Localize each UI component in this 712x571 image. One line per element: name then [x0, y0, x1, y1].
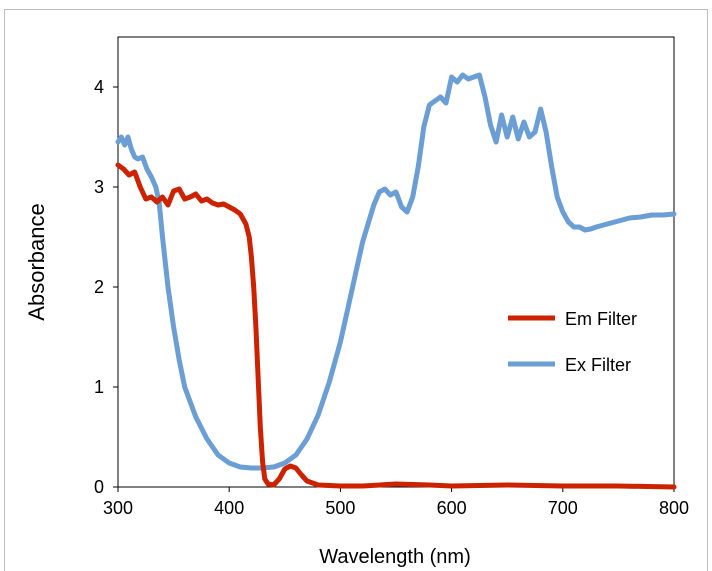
x-tick-label: 300 — [103, 498, 133, 518]
x-tick-label: 500 — [325, 498, 355, 518]
y-tick-label: 0 — [94, 477, 104, 497]
legend-label-em-filter: Em Filter — [565, 309, 637, 329]
series-line-ex-filter — [115, 72, 677, 471]
y-axis-title: Absorbance — [24, 203, 49, 320]
legend: Em Filter Ex Filter — [508, 309, 637, 375]
series-lines — [115, 72, 677, 490]
plot-border — [117, 36, 675, 488]
y-tick-label: 1 — [94, 377, 104, 397]
legend-label-ex-filter: Ex Filter — [565, 355, 631, 375]
series-line-em-filter — [115, 162, 677, 490]
y-axis-ticks: 0 1 2 3 4 — [94, 77, 118, 497]
x-axis-ticks: 300 400 500 600 700 800 — [103, 487, 689, 518]
y-tick-label: 3 — [94, 177, 104, 197]
x-axis-title: Wavelength (nm) — [319, 546, 471, 568]
y-tick-label: 4 — [94, 77, 104, 97]
x-tick-label: 800 — [659, 498, 689, 518]
x-tick-label: 400 — [214, 498, 244, 518]
y-tick-label: 2 — [94, 277, 104, 297]
plot-area — [117, 36, 675, 488]
x-tick-label: 600 — [437, 498, 467, 518]
x-tick-label: 700 — [548, 498, 578, 518]
